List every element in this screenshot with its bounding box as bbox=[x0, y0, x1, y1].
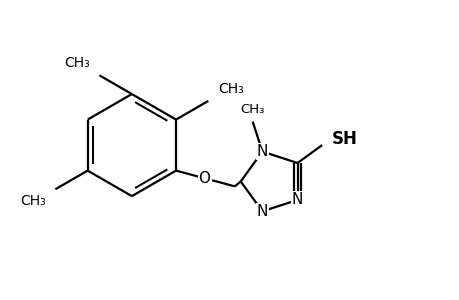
Text: N: N bbox=[256, 204, 268, 219]
Text: CH₃: CH₃ bbox=[64, 56, 90, 70]
Text: SH: SH bbox=[331, 130, 357, 148]
Text: CH₃: CH₃ bbox=[240, 103, 264, 116]
Text: O: O bbox=[198, 171, 210, 186]
Text: N: N bbox=[291, 192, 302, 207]
Text: N: N bbox=[256, 144, 268, 159]
Text: CH₃: CH₃ bbox=[218, 82, 243, 96]
Text: CH₃: CH₃ bbox=[20, 194, 45, 208]
